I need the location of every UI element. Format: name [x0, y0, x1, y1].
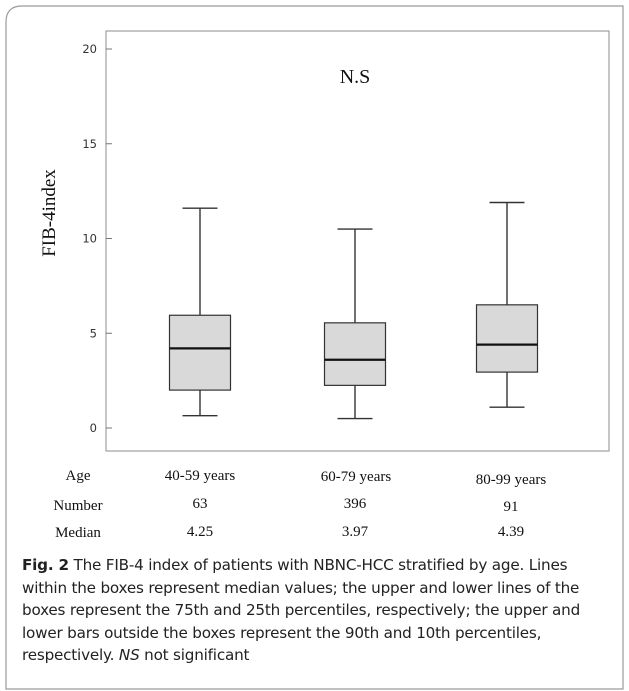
row-label-age: Age [66, 468, 91, 484]
figure-label: Fig. 2 [22, 556, 69, 574]
y-axis-label: FIB-4index [39, 169, 60, 257]
box-1 [168, 314, 232, 391]
category-label-2: 60-79 years [321, 469, 392, 485]
median-value-2: 3.97 [342, 524, 369, 540]
y-tick-label-10: 10 [82, 232, 97, 246]
category-label-1: 40-59 years [165, 468, 236, 484]
y-tick-label-0: 0 [90, 421, 97, 435]
row-label-median: Median [55, 525, 101, 541]
row-label-number: Number [53, 498, 102, 514]
category-label-3: 80-99 years [476, 472, 547, 488]
number-value-1: 63 [193, 496, 208, 512]
significance-annotation: N.S [340, 66, 371, 88]
y-tick-label-5: 5 [90, 326, 97, 340]
number-value-2: 396 [344, 496, 367, 512]
median-value-1: 4.25 [187, 524, 213, 540]
y-tick-label-20: 20 [82, 42, 97, 56]
median-value-3: 4.39 [498, 524, 524, 540]
caption-ns-abbrev: NS [118, 646, 140, 664]
caption-ns-text: not significant [139, 646, 250, 664]
number-value-3: 91 [504, 499, 519, 515]
y-tick-label-15: 15 [82, 137, 97, 151]
box-3 [475, 304, 539, 373]
box-2 [323, 322, 387, 386]
boxes-group [168, 201, 539, 420]
figure-caption: Fig. 2 The FIB-4 index of patients with … [22, 554, 612, 667]
caption-text: The FIB-4 index of patients with NBNC-HC… [22, 556, 581, 664]
figure-border [5, 5, 624, 690]
y-axis: 0 5 10 15 20 [82, 42, 112, 435]
